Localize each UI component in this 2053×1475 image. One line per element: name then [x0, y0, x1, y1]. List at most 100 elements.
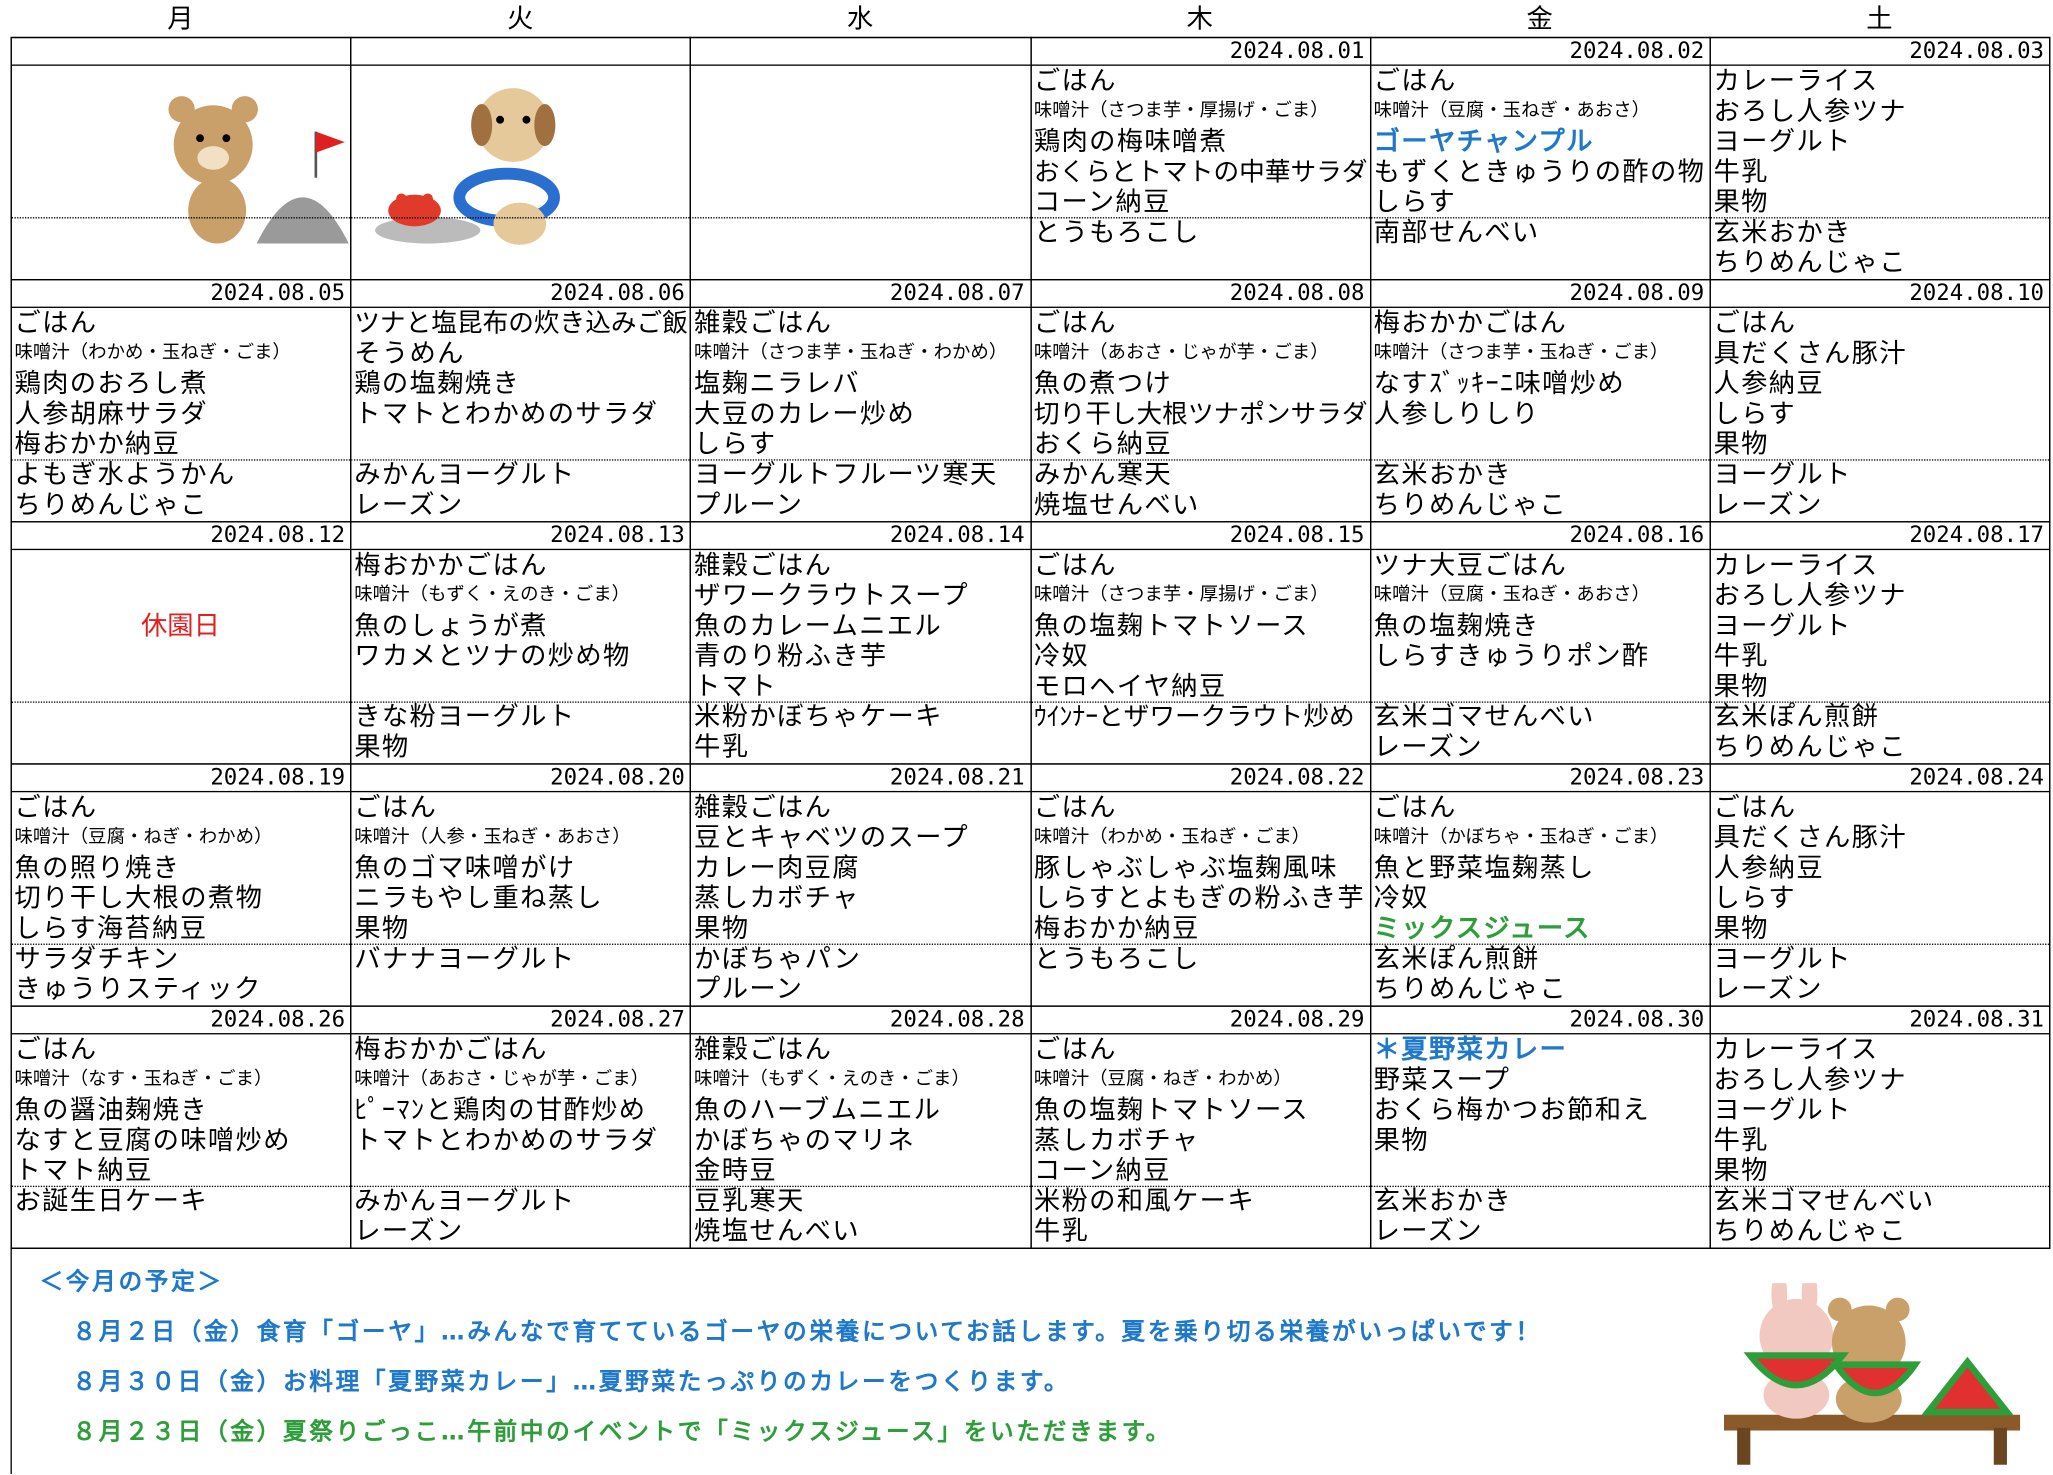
date-bar: 2024.08.24 — [1709, 763, 2050, 793]
snack-item: ヨーグルト — [1713, 943, 1852, 974]
lunch-item: 具だくさん豚汁 — [1713, 338, 1907, 369]
lunch-item: しらす海苔納豆 — [14, 913, 208, 944]
snack-divider — [1029, 943, 1370, 945]
date-bar: 2024.08.22 — [1029, 763, 1370, 793]
note-item: ８月２３日（金）夏祭りごっこ…午前中のイベントで「ミックスジュース」をいただきま… — [72, 1418, 1172, 1447]
snack-item: きな粉ヨーグルト — [354, 701, 576, 732]
lunch-item: 味噌汁（豆腐・玉ねぎ・あおさ） — [1373, 584, 1651, 606]
lunch-item: 牛乳 — [1713, 1125, 1769, 1156]
snack-divider — [350, 943, 691, 945]
lunch-item: 味噌汁（わかめ・玉ねぎ・ごま） — [14, 342, 291, 364]
lunch-item: ごはん — [1033, 792, 1117, 823]
lunch-item: ヨーグルト — [1713, 126, 1852, 157]
notes-left-border — [10, 1247, 12, 1474]
lunch-item: ゴーヤチャンプル — [1373, 126, 1594, 157]
lunch-item: ごはん — [1033, 307, 1117, 339]
lunch-item: 鶏肉の梅味噌煮 — [1033, 126, 1228, 157]
snack-item: 焼塩せんべい — [694, 1216, 860, 1247]
snack-item: とうもろこし — [1033, 217, 1200, 248]
lunch-item: 果物 — [1713, 186, 1769, 218]
snack-item: みかんヨーグルト — [354, 459, 576, 490]
lunch-item: 味噌汁（もずく・えのき・ごま） — [354, 584, 631, 606]
snack-item: プルーン — [694, 973, 804, 1005]
lunch-item: ごはん — [1033, 1034, 1117, 1065]
snack-divider — [350, 459, 691, 461]
lunch-item: 豚しゃぶしゃぶ塩麹風味 — [1033, 852, 1338, 884]
lunch-item: しらす — [1713, 398, 1796, 430]
lunch-item: しらす — [1713, 883, 1796, 914]
lunch-item: 味噌汁（豆腐・玉ねぎ・あおさ） — [1373, 100, 1651, 122]
holiday-label: 休園日 — [140, 609, 220, 641]
notes-heading: ＜今月の予定＞ — [39, 1268, 224, 1297]
lunch-item: おろし人参ツナ — [1713, 96, 1907, 127]
lunch-item: 味噌汁（人参・玉ねぎ・あおさ） — [354, 826, 631, 848]
snack-item: 米粉の和風ケーキ — [1033, 1185, 1255, 1217]
lunch-item: なすと豆腐の味噌炒め — [14, 1125, 291, 1156]
snack-divider — [1029, 459, 1370, 461]
illustration-watermelon — [1723, 1283, 2021, 1465]
weekday-label: 土 — [1866, 2, 1893, 35]
snack-item: ヨーグルト — [1713, 459, 1852, 490]
lunch-item: 鶏肉のおろし煮 — [14, 368, 208, 399]
lunch-item: 果物 — [1713, 913, 1769, 944]
lunch-item: 人参納豆 — [1713, 852, 1825, 884]
snack-item: レーズン — [1713, 973, 1823, 1005]
lunch-item: ツナ大豆ごはん — [1373, 550, 1568, 581]
date-bar: 2024.08.26 — [10, 1005, 351, 1035]
lunch-item: 味噌汁（さつま芋・厚揚げ・ごま） — [1033, 584, 1329, 606]
weekday-label: 水 — [846, 2, 874, 35]
snack-divider — [690, 701, 1030, 703]
lunch-item: 金時豆 — [694, 1155, 777, 1186]
date-bar: 2024.08.03 — [1709, 37, 2050, 66]
lunch-item: 雑穀ごはん — [694, 792, 833, 823]
day-cell — [1709, 1005, 2051, 1249]
lunch-item: 果物 — [354, 913, 410, 944]
lunch-item: ごはん — [1033, 550, 1117, 581]
lunch-item: 果物 — [1373, 1125, 1429, 1156]
lunch-item: 梅おかか納豆 — [14, 429, 181, 460]
lunch-item: 果物 — [694, 913, 750, 944]
snack-item: レーズン — [1713, 489, 1823, 520]
lunch-item: 魚のカレームニエル — [694, 610, 943, 641]
lunch-item: ごはん — [1033, 65, 1117, 97]
snack-divider — [350, 701, 691, 703]
lunch-item: ごはん — [1713, 792, 1797, 823]
snack-item: とうもろこし — [1033, 943, 1200, 974]
date-bar: 2024.08.15 — [1029, 521, 1370, 551]
lunch-item: そうめん — [354, 338, 465, 369]
illustration-bears-beach — [168, 88, 560, 245]
snack-item: 玄米おかき — [1713, 217, 1852, 248]
snack-divider — [350, 1185, 691, 1188]
lunch-item: 青のり粉ふき芋 — [694, 640, 888, 672]
date-bar: 2024.08.01 — [1029, 37, 1370, 66]
lunch-item: 蒸しカボチャ — [694, 883, 860, 914]
lunch-item: トマトとわかめのサラダ — [354, 1125, 659, 1156]
snack-item: よもぎ水ようかん — [14, 459, 236, 490]
lunch-item: 味噌汁（かぼちゃ・玉ねぎ・ごま） — [1373, 826, 1669, 848]
snack-item: レーズン — [1373, 1216, 1483, 1247]
snack-divider — [10, 1185, 351, 1188]
snack-item: バナナヨーグルト — [354, 943, 576, 974]
snack-item: 果物 — [354, 731, 410, 762]
date-bar: 2024.08.17 — [1709, 521, 2050, 551]
date-bar: 2024.08.16 — [1369, 521, 1710, 551]
snack-divider — [1029, 701, 1370, 703]
day-cell — [10, 36, 352, 281]
snack-item: 牛乳 — [694, 731, 750, 762]
snack-item: 牛乳 — [1033, 1216, 1090, 1247]
snack-item: 玄米ぽん煎餅 — [1373, 943, 1540, 974]
snack-divider — [1369, 217, 1710, 219]
lunch-item: ﾋﾟｰﾏﾝと鶏肉の甘酢炒め — [354, 1094, 647, 1126]
lunch-item: なすｽﾞｯｷｰﾆ味噌炒め — [1373, 368, 1626, 399]
lunch-item: 雑穀ごはん — [694, 1034, 833, 1065]
snack-divider — [1029, 217, 1370, 219]
date-bar: 2024.08.28 — [690, 1005, 1030, 1035]
snack-item: レーズン — [354, 489, 464, 520]
snack-item: きゅうりスティック — [14, 973, 262, 1005]
date-bar: 2024.08.02 — [1369, 37, 1710, 66]
lunch-item: かぼちゃのマリネ — [694, 1125, 916, 1156]
lunch-item: 魚のハーブムニエル — [694, 1094, 942, 1126]
snack-item: 米粉かぼちゃケーキ — [694, 701, 943, 732]
lunch-item: 魚のゴマ味噌がけ — [354, 852, 576, 884]
lunch-item: 味噌汁（あおさ・じゃが芋・ごま） — [354, 1068, 650, 1090]
